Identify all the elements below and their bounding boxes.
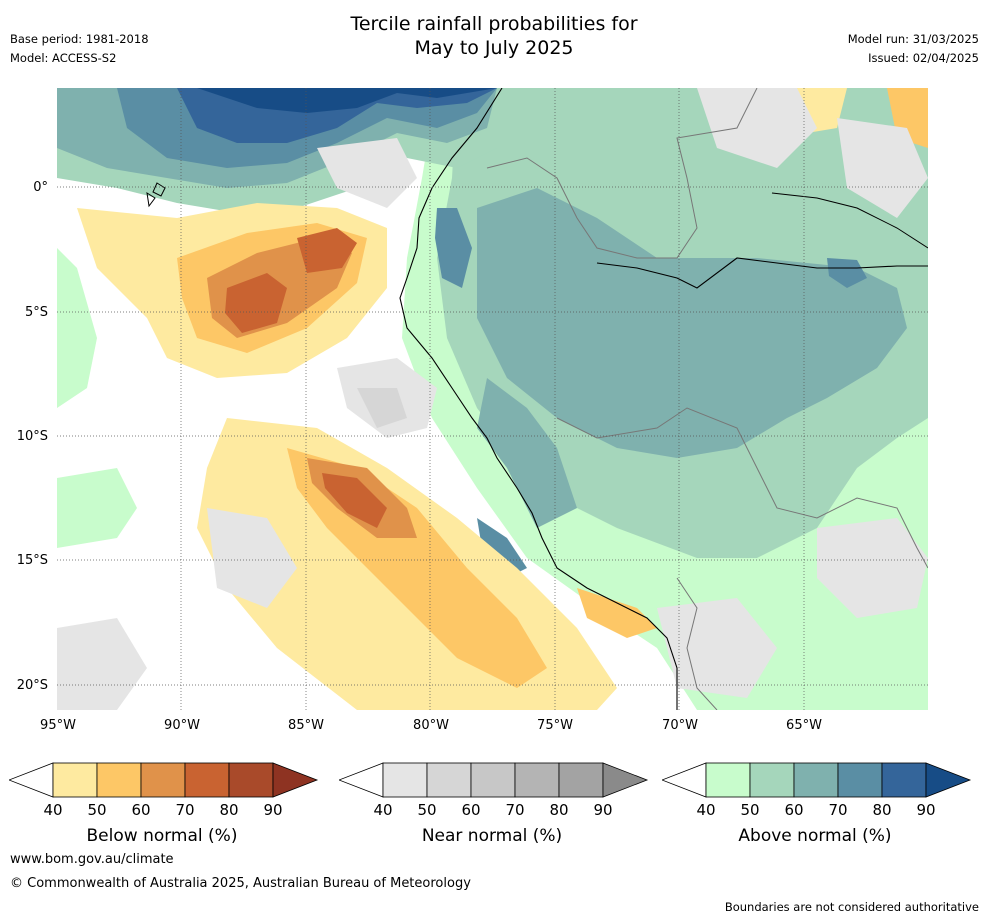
colorbar-tick-label: 50	[417, 801, 437, 819]
lon-label-85w: 85°W	[288, 718, 324, 733]
near-normal-region	[57, 88, 928, 710]
country-boundaries	[146, 88, 928, 710]
base-period: Base period: 1981-2018	[10, 32, 149, 46]
lon-label-70w: 70°W	[662, 718, 698, 733]
probability-map	[57, 88, 928, 710]
lat-label-5s: 5°S	[24, 305, 48, 320]
colorbar-segment	[184, 762, 230, 798]
colorbar-tick-label: 90	[593, 801, 613, 819]
colorbar-segment	[662, 762, 707, 798]
below-normal-region	[77, 88, 928, 710]
colorbar-segment	[514, 762, 560, 798]
colorbar-tick-label: 40	[43, 801, 63, 819]
colorbar-segment	[470, 762, 516, 798]
colorbar-tick-label: 80	[549, 801, 569, 819]
map-graticule	[57, 88, 928, 710]
lat-label-10s: 10°S	[16, 429, 48, 444]
colorbar-tick-label: 90	[916, 801, 936, 819]
colorbar-segment	[881, 762, 927, 798]
lat-label-20s: 20°S	[16, 678, 48, 693]
colorbar-segment	[52, 762, 98, 798]
colorbar-tick-label: 70	[505, 801, 525, 819]
colorbar-segment	[96, 762, 142, 798]
colorbar-tick-label: 40	[696, 801, 716, 819]
colorbar-tick-label: 50	[740, 801, 760, 819]
model-name: Model: ACCESS-S2	[10, 51, 117, 65]
legend-title-above: Above normal (%)	[738, 826, 892, 846]
colorbar-segment	[339, 762, 384, 798]
issued-date: Issued: 02/04/2025	[868, 51, 979, 65]
copyright-notice: © Commonwealth of Australia 2025, Austra…	[10, 876, 471, 891]
colorbar-below-normal	[9, 762, 319, 798]
colorbar-segment	[426, 762, 472, 798]
boundary-disclaimer: Boundaries are not considered authoritat…	[724, 900, 979, 914]
colorbar-segment	[837, 762, 883, 798]
title-line-1: Tercile rainfall probabilities for	[350, 13, 638, 35]
colorbar-tick-label: 80	[872, 801, 892, 819]
colorbar-tick-label: 60	[784, 801, 804, 819]
colorbar-segment	[382, 762, 428, 798]
colorbar-near-normal	[339, 762, 649, 798]
colorbar-segment	[9, 762, 54, 798]
lon-label-90w: 90°W	[164, 718, 200, 733]
colorbar-tick-label: 90	[263, 801, 283, 819]
colorbar-segment	[272, 762, 319, 798]
colorbar-segment	[705, 762, 751, 798]
colorbar-segment	[602, 762, 649, 798]
colorbar-tick-label: 40	[373, 801, 393, 819]
lon-label-65w: 65°W	[786, 718, 822, 733]
colorbar-tick-label: 50	[87, 801, 107, 819]
above-normal-region	[57, 88, 928, 710]
colorbar-tick-label: 70	[828, 801, 848, 819]
colorbar-segment	[793, 762, 839, 798]
website-link[interactable]: www.bom.gov.au/climate	[10, 852, 174, 867]
colorbar-segment	[925, 762, 972, 798]
lon-label-80w: 80°W	[413, 718, 449, 733]
lat-label-15s: 15°S	[16, 553, 48, 568]
colorbar-tick-label: 60	[131, 801, 151, 819]
colorbar-segment	[558, 762, 604, 798]
title-line-2: May to July 2025	[414, 37, 574, 59]
colorbar-segment	[228, 762, 274, 798]
lon-label-95w: 95°W	[40, 718, 76, 733]
legend-title-near: Near normal (%)	[421, 826, 563, 846]
colorbar-tick-label: 60	[461, 801, 481, 819]
colorbar-tick-label: 70	[175, 801, 195, 819]
map-title: Tercile rainfall probabilities for May t…	[0, 12, 988, 60]
lon-label-75w: 75°W	[537, 718, 573, 733]
colorbar-above-normal	[662, 762, 972, 798]
colorbar-segment	[749, 762, 795, 798]
colorbar-tick-label: 80	[219, 801, 239, 819]
model-run-date: Model run: 31/03/2025	[847, 32, 979, 46]
legend-title-below: Below normal (%)	[86, 826, 238, 846]
colorbar-segment	[140, 762, 186, 798]
lat-label-0: 0°	[33, 180, 48, 195]
